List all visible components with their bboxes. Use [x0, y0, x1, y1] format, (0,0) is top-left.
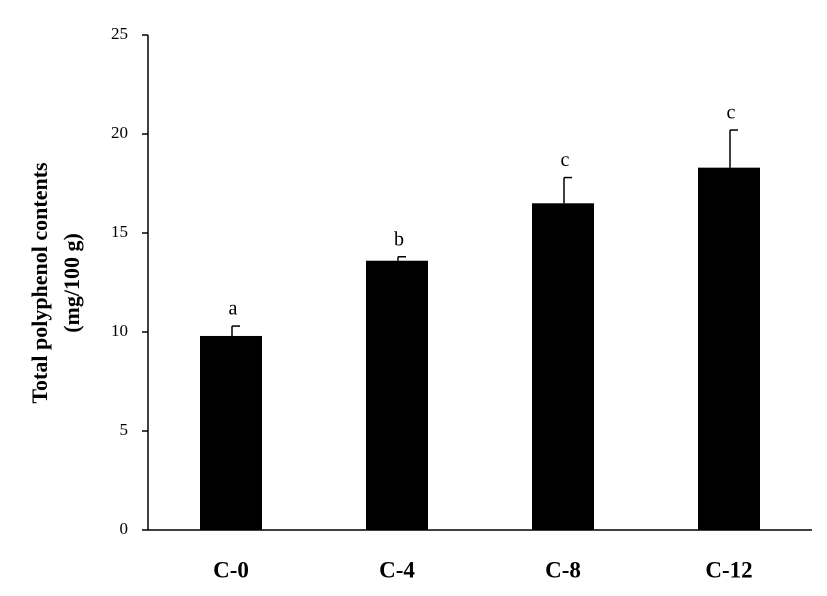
y-tick-label: 10 — [111, 321, 128, 340]
y-tick-label: 20 — [111, 123, 128, 142]
bar — [532, 203, 594, 531]
error-bar — [563, 176, 572, 204]
y-tick-label: 0 — [120, 519, 129, 538]
error-bar — [231, 325, 240, 336]
significance-letter: c — [561, 149, 570, 171]
y-tick-label: 15 — [111, 222, 128, 241]
x-tick-label: C-12 — [705, 557, 752, 582]
y-axis-label: (mg/100 g) — [59, 233, 84, 333]
error-bar — [729, 129, 738, 168]
y-tick-label: 5 — [120, 420, 129, 439]
significance-letter: a — [229, 298, 238, 320]
significance-letter: b — [394, 228, 404, 250]
error-bar — [397, 256, 406, 261]
x-tick-label: C-8 — [545, 557, 581, 582]
y-tick-label: 25 — [111, 24, 128, 43]
x-tick-label: C-0 — [213, 557, 249, 582]
bar — [200, 335, 262, 530]
bar — [698, 167, 760, 530]
significance-letter: c — [727, 102, 736, 124]
x-tick-label: C-4 — [379, 557, 415, 582]
y-axis-label: Total polyphenol contents — [27, 162, 52, 404]
bar — [366, 260, 428, 530]
